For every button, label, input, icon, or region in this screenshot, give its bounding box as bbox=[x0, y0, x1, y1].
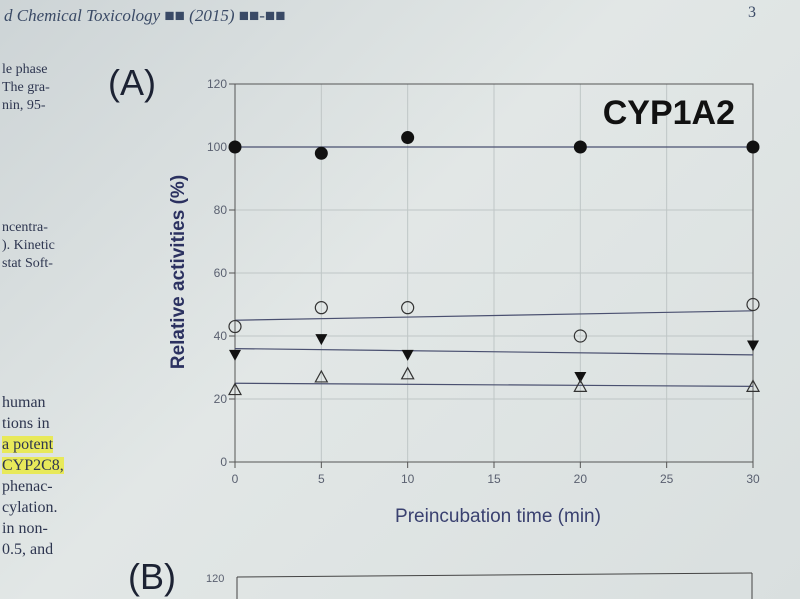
highlighted-text: CYP2C8, bbox=[2, 457, 64, 474]
filled-triangle-down-point bbox=[401, 349, 414, 361]
open-circle-point bbox=[573, 329, 587, 343]
text-line: in non- bbox=[2, 520, 48, 537]
open-circle-point bbox=[228, 319, 242, 334]
text-line: a potent bbox=[2, 436, 64, 457]
filled-circle-point bbox=[228, 140, 242, 154]
filled-triangle-down-point bbox=[747, 340, 759, 352]
x-tick-label: 10 bbox=[401, 472, 415, 486]
text-line: cylation. bbox=[2, 499, 58, 516]
left-column-block-1: le phase The gra- nin, 95- bbox=[2, 62, 50, 116]
open-triangle-up-point bbox=[400, 366, 415, 380]
filled-circle-point bbox=[573, 140, 587, 154]
text-line: ncentra- bbox=[2, 220, 48, 235]
y-tick-label: 40 bbox=[214, 329, 228, 343]
left-column-block-2: ncentra- ). Kinetic stat Soft- bbox=[2, 220, 55, 274]
x-axis: 0 5 10 15 20 25 30 bbox=[232, 462, 760, 486]
filled-triangle-down-point bbox=[315, 334, 328, 346]
open-triangle-up-point bbox=[573, 379, 588, 392]
fit-line bbox=[234, 348, 754, 356]
y-tick-label: 100 bbox=[207, 140, 227, 154]
text-line: tions in bbox=[2, 415, 50, 432]
y-tick-label: 120 bbox=[207, 77, 227, 91]
text-line: nin, 95- bbox=[2, 98, 46, 113]
text-line: ). Kinetic bbox=[2, 238, 55, 253]
fit-line bbox=[234, 310, 754, 321]
open-circle-point bbox=[314, 301, 328, 315]
text-line: 0.5, and bbox=[2, 541, 54, 558]
x-tick-label: 25 bbox=[660, 472, 674, 486]
journal-header: d Chemical Toxicology ■■ (2015) ■■-■■ bbox=[4, 6, 286, 25]
filled-circle-point bbox=[746, 140, 760, 154]
panel-label-b: (B) bbox=[128, 556, 176, 597]
open-triangle-up-point bbox=[227, 382, 243, 396]
x-tick-label: 15 bbox=[487, 472, 501, 486]
open-circle-point bbox=[401, 301, 415, 315]
highlighted-text: a potent bbox=[2, 436, 54, 453]
text-line: human bbox=[2, 394, 46, 411]
x-tick-label: 20 bbox=[574, 472, 588, 486]
filled-circle-point bbox=[401, 131, 415, 145]
open-triangle-up-point bbox=[314, 369, 329, 383]
text-line: phenac- bbox=[2, 478, 53, 495]
y-tick-label: 60 bbox=[214, 266, 228, 280]
filled-triangle-down-point bbox=[574, 371, 587, 383]
x-tick-label: 5 bbox=[318, 472, 325, 486]
y-axis: 0 20 40 60 80 100 120 bbox=[207, 77, 235, 469]
text-line: The gra- bbox=[2, 80, 50, 95]
y-tick-label: 0 bbox=[220, 455, 227, 469]
open-circle-point bbox=[746, 297, 760, 312]
panel-b-frame-top bbox=[236, 572, 753, 578]
filled-triangle-down-point bbox=[229, 349, 241, 361]
open-triangle-up-point bbox=[745, 379, 761, 392]
left-column-block-3: human tions in a potent CYP2C8, phenac- … bbox=[2, 394, 64, 562]
data-points bbox=[227, 131, 761, 396]
text-line: stat Soft- bbox=[2, 256, 53, 271]
fit-line bbox=[234, 382, 754, 387]
y-axis-label: Relative activities (%) bbox=[168, 175, 189, 369]
x-tick-label: 30 bbox=[746, 472, 760, 486]
x-tick-label: 0 bbox=[232, 472, 239, 486]
panel-b-ytick: 120 bbox=[206, 573, 224, 585]
y-tick-label: 20 bbox=[214, 392, 228, 406]
text-line: le phase bbox=[2, 62, 48, 77]
y-tick-label: 80 bbox=[214, 203, 228, 217]
page-number: 3 bbox=[748, 4, 756, 21]
x-axis-label: Preincubation time (min) bbox=[395, 506, 601, 527]
text-line: CYP2C8, bbox=[2, 457, 64, 478]
filled-circle-point bbox=[314, 146, 328, 160]
panel-label-a: (A) bbox=[108, 62, 156, 103]
grid bbox=[234, 83, 754, 463]
chart-title: CYP1A2 bbox=[603, 94, 735, 132]
